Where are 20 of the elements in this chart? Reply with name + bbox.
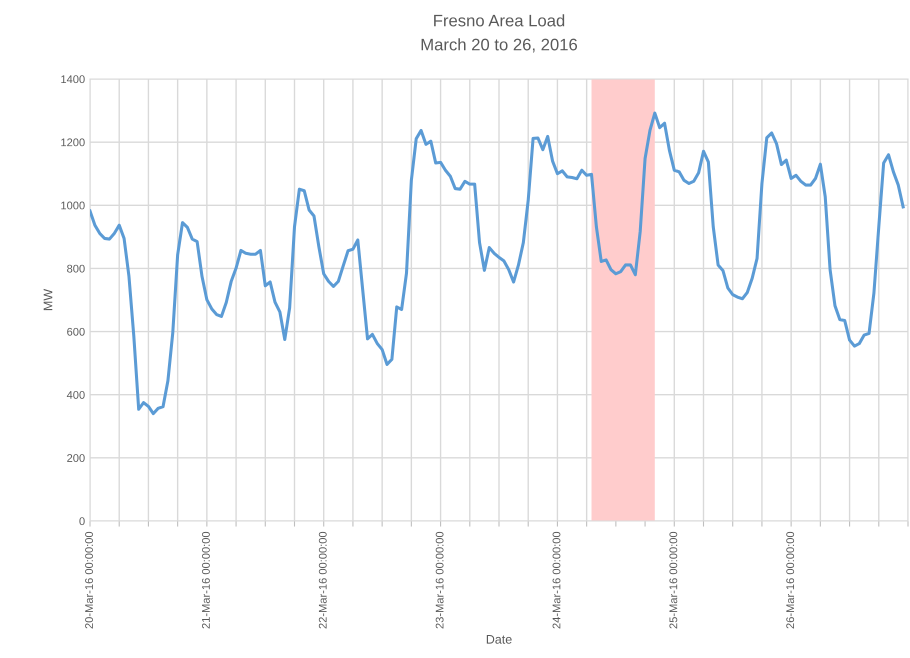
x-tick-label: 24-Mar-16 00:00:00 — [552, 532, 560, 628]
chart-subtitle: March 20 to 26, 2016 — [422, 38, 578, 52]
line-series — [90, 112, 905, 416]
chart-title: Fresno Area Load — [434, 14, 564, 26]
y-tick-label: 1400 — [61, 75, 85, 84]
x-tick-label: 21-Mar-16 00:00:00 — [202, 532, 210, 628]
y-tick-label: 800 — [67, 264, 85, 273]
y-tick-label: 1200 — [61, 138, 85, 146]
y-tick-label: 600 — [67, 328, 85, 336]
x-tick-label: 25-Mar-16 00:00:00 — [669, 532, 678, 628]
y-tick-label: 400 — [66, 390, 85, 399]
x-axis-title: Date — [486, 635, 512, 644]
y-tick-label: 1000 — [61, 202, 85, 210]
x-tick-label: 22-Mar-16 00:00:00 — [318, 532, 327, 628]
x-tick-label: 23-Mar-16 00:00:00 — [436, 532, 444, 628]
y-tick-label: 200 — [67, 454, 85, 462]
x-tick-label: 20-Mar-16 00:00:00 — [85, 532, 93, 628]
y-axis-title: MW — [44, 288, 52, 310]
y-tick-label: 0 — [79, 517, 85, 526]
x-tick-label: 26-Mar-16 00:00:00 — [786, 532, 794, 628]
